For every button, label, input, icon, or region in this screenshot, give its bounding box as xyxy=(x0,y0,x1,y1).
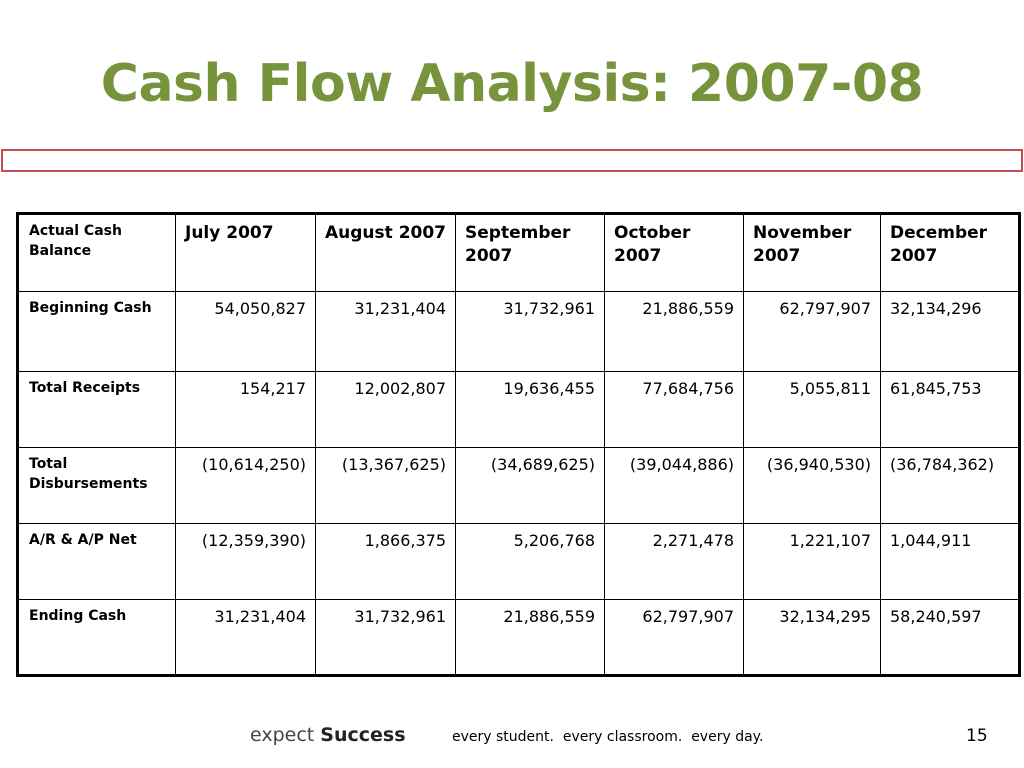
row-label: Total Receipts xyxy=(17,371,176,448)
table-cell: (12,359,390) xyxy=(175,523,316,600)
column-header: September 2007 xyxy=(455,213,605,292)
column-header: October 2007 xyxy=(604,213,744,292)
table-row: Ending Cash 31,231,404 31,732,961 21,886… xyxy=(17,599,1020,676)
column-header: November 2007 xyxy=(743,213,881,292)
table-cell: (36,940,530) xyxy=(743,447,881,524)
table-cell: 31,732,961 xyxy=(315,599,456,676)
table-cell: 2,271,478 xyxy=(604,523,744,600)
brand-logo-light: expect xyxy=(250,724,315,746)
table-corner-label: Actual Cash Balance xyxy=(17,213,176,292)
column-header: July 2007 xyxy=(175,213,316,292)
table-cell: 31,732,961 xyxy=(455,291,605,372)
table-header-row: Actual Cash Balance July 2007 August 200… xyxy=(17,213,1020,292)
table-cell: 1,044,911 xyxy=(880,523,1020,600)
table-cell: 62,797,907 xyxy=(743,291,881,372)
slide-number: 15 xyxy=(966,726,988,746)
table-cell: 1,221,107 xyxy=(743,523,881,600)
table-row: A/R & A/P Net (12,359,390) 1,866,375 5,2… xyxy=(17,523,1020,600)
table-cell: 19,636,455 xyxy=(455,371,605,448)
table-cell: 61,845,753 xyxy=(880,371,1020,448)
table-cell: 77,684,756 xyxy=(604,371,744,448)
cash-flow-table: Actual Cash Balance July 2007 August 200… xyxy=(16,212,1021,677)
table-cell: 54,050,827 xyxy=(175,291,316,372)
table-cell: (10,614,250) xyxy=(175,447,316,524)
row-label: Beginning Cash xyxy=(17,291,176,372)
table-cell: (13,367,625) xyxy=(315,447,456,524)
footer-tagline: every student. every classroom. every da… xyxy=(452,729,764,745)
title-divider-bar xyxy=(1,149,1023,172)
table-cell: 1,866,375 xyxy=(315,523,456,600)
table-cell: 5,206,768 xyxy=(455,523,605,600)
table-cell: (34,689,625) xyxy=(455,447,605,524)
table-cell: 154,217 xyxy=(175,371,316,448)
table-cell: 31,231,404 xyxy=(175,599,316,676)
table-cell: 12,002,807 xyxy=(315,371,456,448)
brand-logo: expect Success xyxy=(250,722,406,748)
table-cell: 21,886,559 xyxy=(455,599,605,676)
row-label: A/R & A/P Net xyxy=(17,523,176,600)
table-cell: 31,231,404 xyxy=(315,291,456,372)
row-label: Total Disbursements xyxy=(17,447,176,524)
table-row: Beginning Cash 54,050,827 31,231,404 31,… xyxy=(17,291,1020,372)
row-label: Ending Cash xyxy=(17,599,176,676)
column-header: December 2007 xyxy=(880,213,1020,292)
table-cell: (36,784,362) xyxy=(880,447,1020,524)
table-cell: 62,797,907 xyxy=(604,599,744,676)
slide-title: Cash Flow Analysis: 2007-08 xyxy=(100,54,924,114)
column-header: August 2007 xyxy=(315,213,456,292)
table-row: Total Disbursements (10,614,250) (13,367… xyxy=(17,447,1020,524)
brand-logo-bold: Success xyxy=(320,724,406,746)
table-row: Total Receipts 154,217 12,002,807 19,636… xyxy=(17,371,1020,448)
table-cell: 5,055,811 xyxy=(743,371,881,448)
table-cell: 32,134,296 xyxy=(880,291,1020,372)
table-cell: 21,886,559 xyxy=(604,291,744,372)
table-cell: 58,240,597 xyxy=(880,599,1020,676)
table-cell: 32,134,295 xyxy=(743,599,881,676)
table-cell: (39,044,886) xyxy=(604,447,744,524)
